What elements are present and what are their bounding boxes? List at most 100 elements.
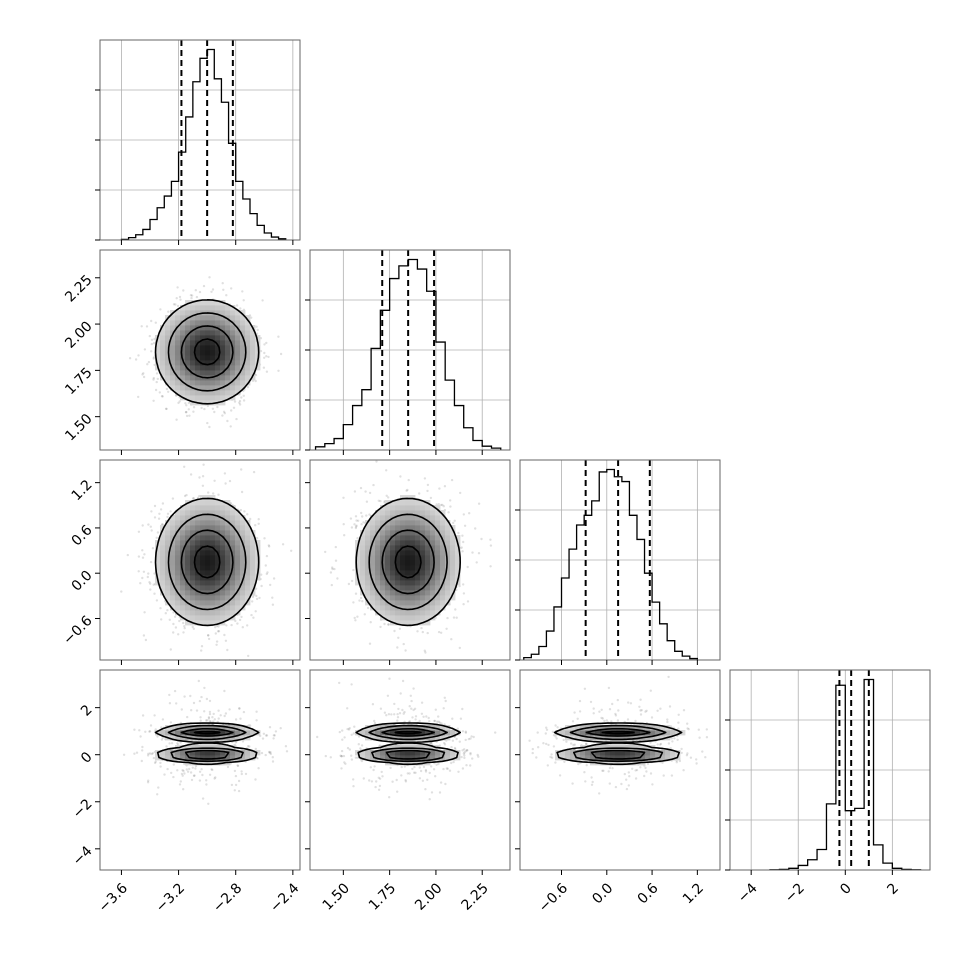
density-cell <box>220 610 226 616</box>
density-cell <box>445 520 451 526</box>
density-cell <box>235 605 241 611</box>
sample-point <box>255 536 259 540</box>
density-cell <box>180 610 186 616</box>
density-cell <box>235 595 241 601</box>
density-cell <box>450 535 456 541</box>
sample-point <box>446 616 449 620</box>
density-cell <box>160 525 166 531</box>
density-cell <box>210 325 216 331</box>
density-cell <box>435 545 441 551</box>
density-cell <box>170 345 176 351</box>
sample-point <box>152 378 155 381</box>
density-cell <box>190 595 196 601</box>
density-cell <box>405 605 411 611</box>
density-cell <box>160 550 166 556</box>
sample-point <box>160 738 164 741</box>
density-cell <box>210 345 216 351</box>
sample-point <box>265 734 269 737</box>
density-cell <box>210 395 216 401</box>
density-cell <box>175 540 181 546</box>
density-cell <box>420 550 426 556</box>
sample-point <box>178 400 181 403</box>
sample-point <box>266 571 269 574</box>
density-cell <box>155 570 161 576</box>
sample-point <box>215 640 219 643</box>
density-cell <box>170 565 176 571</box>
density-cell <box>420 525 426 531</box>
density-cell <box>365 580 371 586</box>
density-cell <box>360 555 366 561</box>
density-cell <box>215 395 221 401</box>
sample-point <box>183 695 186 698</box>
density-cell <box>210 580 216 586</box>
density-cell <box>445 575 451 581</box>
sample-point <box>217 717 220 720</box>
sample-point <box>134 358 138 361</box>
sample-point <box>168 618 171 621</box>
density-cell <box>205 390 211 396</box>
density-cell <box>245 570 251 576</box>
density-cell <box>210 585 216 591</box>
density-cell <box>215 380 221 386</box>
density-cell <box>225 545 231 551</box>
sample-point <box>183 627 186 630</box>
sample-point <box>468 512 471 515</box>
density-cell <box>225 370 231 376</box>
density-cell <box>170 340 176 346</box>
density-cell <box>190 380 196 386</box>
scatter-panel-2-0: −0.60.00.61.2 <box>60 459 301 665</box>
density-cell <box>395 575 401 581</box>
density-cell <box>165 525 171 531</box>
density-cell <box>205 570 211 576</box>
density-cell <box>235 590 241 596</box>
sample-point <box>271 603 275 606</box>
sample-point <box>233 400 237 403</box>
density-cell <box>190 340 196 346</box>
density-cell <box>185 350 191 356</box>
density-cell <box>190 600 196 606</box>
sample-point <box>156 531 160 534</box>
density-cell <box>195 525 201 531</box>
density-cell <box>395 555 401 561</box>
density-cell <box>190 555 196 561</box>
density-cell <box>175 570 181 576</box>
sample-point <box>168 702 172 705</box>
density-cell <box>405 555 411 561</box>
density-cell <box>395 620 401 626</box>
density-cell <box>225 580 231 586</box>
density-cell <box>250 550 256 556</box>
density-cell <box>205 315 211 321</box>
density-cell <box>225 305 231 311</box>
grid-lines <box>520 460 720 660</box>
grid-lines <box>100 40 300 240</box>
sample-point <box>186 715 189 719</box>
density-cell <box>210 315 216 321</box>
density-cell <box>250 345 256 351</box>
sample-point <box>213 479 216 482</box>
density-cell <box>205 370 211 376</box>
density-cell <box>455 545 461 551</box>
density-cell <box>400 615 406 621</box>
density-cell <box>355 540 361 546</box>
sample-point <box>396 441 398 443</box>
density-cell <box>185 305 191 311</box>
density-cell <box>410 615 416 621</box>
sample-point <box>272 577 276 580</box>
sample-point <box>189 694 192 698</box>
density-cell <box>185 375 191 381</box>
y-tick-label: 1.75 <box>62 365 95 398</box>
sample-point <box>198 494 201 498</box>
sample-point <box>151 547 155 550</box>
density-cell <box>425 620 431 626</box>
density-cell <box>395 510 401 516</box>
density-cell <box>240 375 246 381</box>
density-cell <box>170 335 176 341</box>
density-cell <box>220 400 226 406</box>
density-cell <box>255 555 261 561</box>
density-cell <box>395 580 401 586</box>
density-cell <box>185 320 191 326</box>
density-cell <box>420 570 426 576</box>
density-cell <box>390 615 396 621</box>
density-cell <box>410 585 416 591</box>
density-cell <box>200 530 206 536</box>
